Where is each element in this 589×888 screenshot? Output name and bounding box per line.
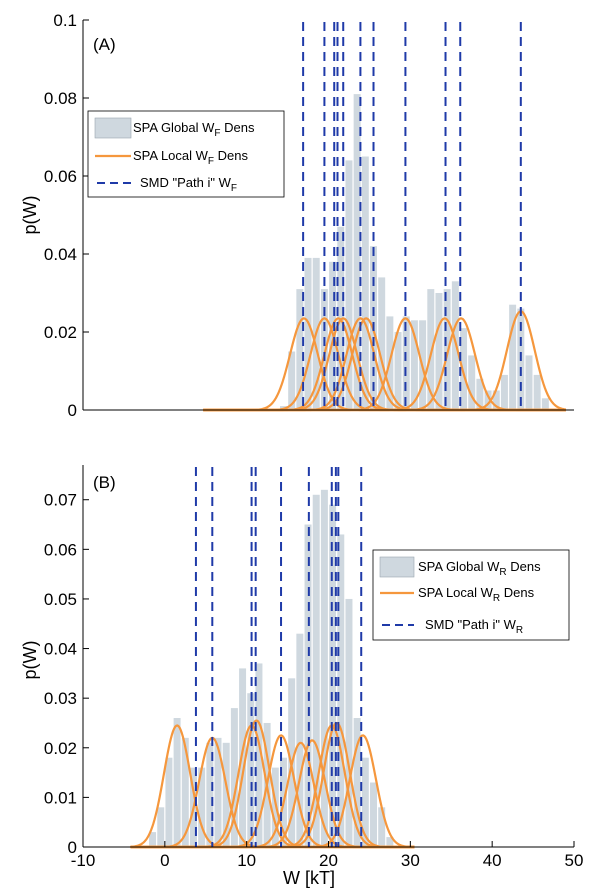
panel-b-histogram-bar-6	[198, 767, 206, 847]
panel-a-y-tick-label-2: 0.04	[44, 245, 77, 264]
panel-a-histogram-bar-5	[320, 289, 328, 410]
panel-b-legend-patch	[379, 556, 415, 578]
panel-b-y-tick-label-0: 0	[68, 838, 77, 857]
panel-a-histogram-bar-1	[288, 351, 296, 410]
panel-a-histogram-bar-27	[500, 374, 508, 410]
panel-b-histogram-bar-8	[214, 737, 222, 847]
panel-b-histogram-bar-25	[353, 718, 361, 847]
panel-b-axes: 00.010.020.030.040.050.060.07-10 0 10 20 30 4…	[44, 465, 584, 870]
panel-a-histogram-bar-16	[410, 320, 418, 410]
panel-b-histogram-bar-13	[255, 663, 263, 847]
panel-a-y-tick-label-1: 0.02	[44, 323, 77, 342]
panel-a-histogram-bar-15	[402, 316, 410, 410]
panel-a-histogram-bar-28	[509, 304, 517, 410]
panel-a-histogram-bar-26	[492, 390, 500, 410]
panel-b-y-tick-label-6: 0.06	[44, 540, 77, 559]
panel-a: 0 0.02 0.04 0.06 0.08 0.1 (A) p(W) SPA Global…	[20, 11, 574, 420]
panel-a-y-axis-label: p(W)	[20, 196, 40, 235]
panel-a-legend-entry-local: SPA Local WF Dens	[133, 148, 248, 167]
panel-b-histogram-bar-26	[361, 757, 369, 847]
panel-a-histogram-bar-22	[460, 328, 468, 410]
panel-b-x-tick-label-2: 10	[237, 851, 256, 870]
panel-b-histogram-bar-28	[378, 807, 386, 847]
panel-a-histogram-bar-30	[525, 355, 533, 410]
panel-b-histogram-bar-20	[312, 494, 320, 847]
panel-a-label: (A)	[93, 35, 116, 54]
panel-a-histogram-bar-14	[394, 332, 402, 410]
panel-b-histogram-bar-0	[149, 832, 157, 847]
panel-b-histogram-bar-4	[181, 737, 189, 847]
panel-b-x-tick-label-5: 40	[483, 851, 502, 870]
panel-a-y-tick-label-3: 0.06	[44, 167, 77, 186]
panel-b-x-tick-label-3: 20	[319, 851, 338, 870]
panel-a-y-tick-label-5: 0.1	[53, 11, 77, 30]
panel-b-histogram-bar-3	[173, 718, 181, 847]
panel-b-global-histogram	[149, 489, 394, 847]
panel-a-histogram-bar-3	[304, 257, 312, 410]
panel-b-y-tick-label-5: 0.05	[44, 590, 77, 609]
panel-b-histogram-bar-10	[230, 708, 238, 847]
panel-a-y-tick-label-0: 0	[68, 401, 77, 420]
panel-b-y-tick-label-2: 0.02	[44, 739, 77, 758]
panel-b-legend-entry-local: SPA Local WR Dens	[418, 585, 535, 604]
panel-b-smd-lines	[194, 467, 363, 847]
panel-b-legend-entry-global: SPA Global WR Dens	[418, 559, 541, 578]
panel-b-label: (B)	[93, 473, 116, 492]
panel-b-y-tick-label-1: 0.01	[44, 788, 77, 807]
panel-a-legend-entry-global: SPA Global WF Dens	[133, 120, 255, 139]
panel-a-histogram-bar-8	[345, 160, 353, 410]
panel-a-legend: SPA Global WF Dens SPA Local WF Dens SMD…	[87, 110, 285, 198]
panel-b-x-tick-label-0: -10	[71, 851, 96, 870]
panel-b-histogram-bar-27	[370, 782, 377, 847]
panel-a-smd-lines	[302, 22, 522, 410]
panel-a-histogram-bar-24	[476, 378, 484, 410]
panel-a-legend-entry-smd: SMD "Path i" WF	[140, 175, 237, 194]
panel-a-histogram-bar-19	[435, 293, 443, 410]
panel-a-histogram-bar-25	[484, 390, 492, 410]
panel-b-histogram-bar-1	[157, 807, 165, 847]
panel-b-histogram-bar-22	[329, 504, 337, 847]
panel-a-histogram-bar-32	[541, 398, 549, 410]
panel-b-x-axis-label: W [kT]	[283, 868, 335, 888]
panel-b-histogram-bar-2	[165, 757, 173, 847]
panel-a-legend-patch	[94, 117, 132, 139]
panel-a-histogram-bar-18	[427, 289, 435, 410]
panel-b-y-axis-label: p(W)	[20, 641, 40, 680]
panel-b-histogram-bar-23	[337, 534, 345, 847]
panel-a-histogram-bar-31	[533, 374, 541, 410]
panel-a-histogram-bar-9	[353, 94, 361, 410]
panel-b-histogram-bar-11	[239, 668, 247, 847]
panel-b-x-tick-label-4: 30	[401, 851, 420, 870]
panel-a-axes: 0 0.02 0.04 0.06 0.08 0.1	[44, 11, 574, 420]
panel-b: 00.010.020.030.040.050.060.07-10 0 10 20 30 4…	[20, 465, 583, 888]
panel-b-legend: SPA Global WR Dens SPA Local WR Dens SMD…	[372, 549, 570, 641]
panel-a-y-tick-label-4: 0.08	[44, 89, 77, 108]
panel-b-y-tick-label-3: 0.03	[44, 689, 77, 708]
panel-b-y-tick-label-4: 0.04	[44, 640, 77, 659]
panel-b-histogram-bar-18	[296, 633, 304, 847]
panel-b-x-tick-label-1: 0	[160, 851, 169, 870]
panel-b-histogram-bar-21	[320, 489, 328, 847]
panel-b-y-tick-label-7: 0.07	[44, 491, 77, 510]
panel-a-histogram-bar-10	[361, 156, 369, 410]
panel-b-x-tick-label-6: 50	[565, 851, 584, 870]
panel-a-histogram-bar-20	[443, 289, 451, 410]
panel-a-histogram-bar-12	[378, 277, 386, 410]
panel-b-histogram-bar-24	[345, 598, 353, 847]
panel-b-histogram-bar-29	[386, 837, 394, 847]
panel-a-histogram-bar-2	[296, 289, 304, 410]
panel-b-legend-entry-smd: SMD "Path i" WR	[425, 617, 523, 636]
panel-b-histogram-bar-7	[206, 742, 214, 847]
panel-b-histogram-bar-9	[222, 742, 230, 847]
panel-a-histogram-bar-23	[468, 355, 476, 410]
